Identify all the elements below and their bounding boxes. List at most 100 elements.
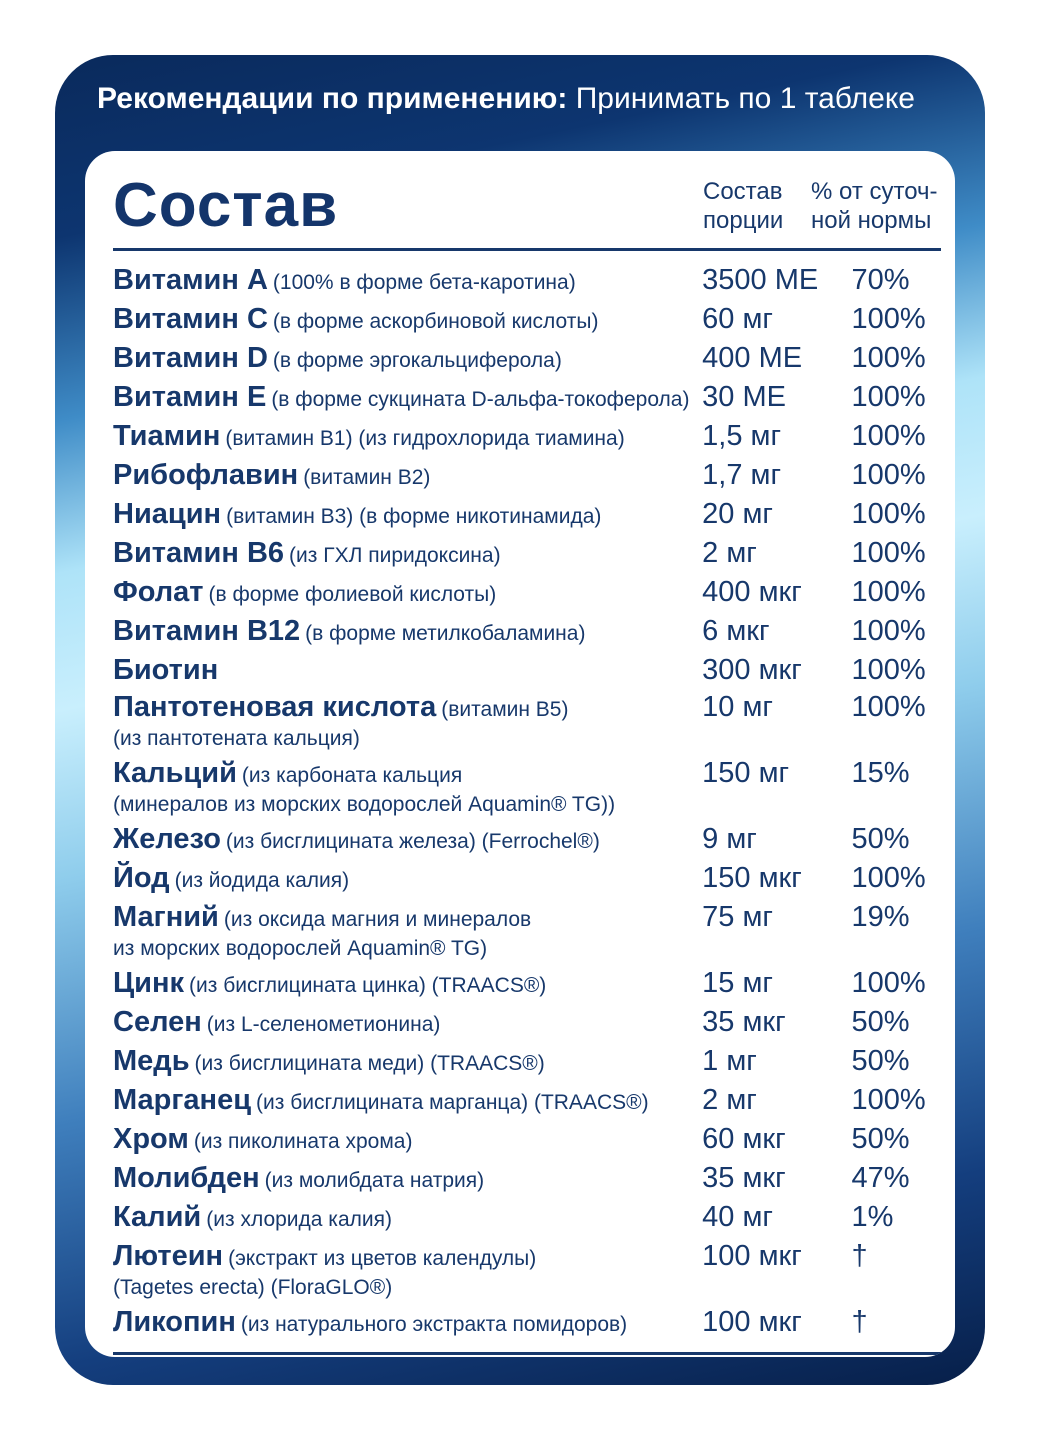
table-row: Витамин A (100% в форме бета-каротина) 35… xyxy=(113,265,941,298)
nutrient-note: (из ГХЛ пиридоксина) xyxy=(289,544,501,568)
nutrient-percent: 50% xyxy=(851,1045,910,1078)
nutrient-note: (в форме сукцината D-альфа-токоферола) xyxy=(271,388,690,412)
table-row: Витамин D (в форме эргокальциферола) 400 … xyxy=(113,343,941,376)
nutrient-amount: 75 мг xyxy=(702,901,774,934)
nutrient-name: Витамин B6 xyxy=(113,537,285,570)
nutrient-note: (в форме фолиевой кислоты) xyxy=(208,583,497,607)
nutrient-percent: 100% xyxy=(851,342,926,375)
table-row: Фолат (в форме фолиевой кислоты) 400 мкг … xyxy=(113,577,941,610)
nutrient-percent: 100% xyxy=(851,576,926,609)
nutrient-name-cell: Молибден (из молибдата натрия) xyxy=(113,1163,702,1196)
nutrient-percent: 50% xyxy=(851,823,910,856)
nutrient-name-cell: Кальций (из карбоната кальция (минералов … xyxy=(113,758,702,818)
nutrient-percent: 1% xyxy=(851,1201,894,1234)
nutrient-amount: 15 мг xyxy=(702,967,774,1000)
nutrient-percent: 100% xyxy=(851,303,926,336)
nutrient-note: (из L-селенометионина) xyxy=(206,1013,441,1037)
nutrient-name-cell: Витамин D (в форме эргокальциферола) xyxy=(113,343,702,376)
nutrient-note: (из оксида магния и минералов xyxy=(223,908,532,932)
table-row: Медь (из бисглицината меди) (TRAACS®) 1 м… xyxy=(113,1046,941,1079)
nutrient-name-cell: Витамин E (в форме сукцината D-альфа-токо… xyxy=(113,382,702,415)
nutrient-name-cell: Железо (из бисглицината железа) (Ferroche… xyxy=(113,824,702,857)
nutrient-amount: 30 МЕ xyxy=(702,381,786,414)
nutrient-percent: 19% xyxy=(851,901,910,934)
table-row: Железо (из бисглицината железа) (Ferroche… xyxy=(113,824,941,857)
usage-recommendation-label: Рекомендации по применению: xyxy=(97,82,568,115)
nutrient-name-cell: Лютеин (экстракт из цветов календулы) (Ta… xyxy=(113,1241,702,1301)
table-row: Биотин 300 мкг 100% xyxy=(113,655,941,686)
nutrient-amount: 35 мкг xyxy=(702,1162,786,1195)
nutrient-name-cell: Цинк (из бисглицината цинка) (TRAACS®) xyxy=(113,968,702,1001)
nutrient-percent: 100% xyxy=(851,691,926,724)
composition-card: Состав Состав порции % от суточ- ной нор… xyxy=(85,151,955,1357)
nutrient-name-cell: Магний (из оксида магния и минералов из м… xyxy=(113,902,702,962)
column-header-amount-line2: порции xyxy=(703,207,784,235)
nutrient-name: Фолат xyxy=(113,576,204,609)
nutrient-percent: 100% xyxy=(851,459,926,492)
nutrient-note: (из молибдата натрия) xyxy=(264,1169,485,1193)
nutrient-amount: 2 мг xyxy=(702,537,757,570)
table-row: Витамин E (в форме сукцината D-альфа-токо… xyxy=(113,382,941,415)
nutrient-name: Хром xyxy=(113,1123,189,1156)
table-row: Рибофлавин (витамин B2) 1,7 мг 100% xyxy=(113,460,941,493)
nutrient-amount: 150 мкг xyxy=(702,862,802,895)
table-title: Состав xyxy=(113,171,339,240)
nutrient-name: Ликопин xyxy=(113,1306,236,1339)
nutrient-name-cell: Витамин C (в форме аскорбиновой кислоты) xyxy=(113,304,702,337)
nutrient-name: Пантотеновая кислота xyxy=(113,691,437,724)
nutrient-name-cell: Йод (из йодида калия) xyxy=(113,863,702,896)
nutrient-amount: 400 мкг xyxy=(702,576,802,609)
table-row: Ниацин (витамин B3) (в форме никотинамида… xyxy=(113,499,941,532)
nutrient-name: Рибофлавин xyxy=(113,459,299,492)
nutrient-percent: 15% xyxy=(851,757,910,790)
nutrient-percent: 100% xyxy=(851,381,926,414)
nutrient-name: Молибден xyxy=(113,1162,260,1195)
nutrient-name-cell: Биотин xyxy=(113,655,702,686)
nutrient-amount: 9 мг xyxy=(702,823,757,856)
nutrient-name: Цинк xyxy=(113,967,185,1000)
table-row: Тиамин (витамин B1) (из гидрохлорида тиам… xyxy=(113,421,941,454)
nutrient-name: Селен xyxy=(113,1006,202,1039)
table-row: Марганец (из бисглицината марганца) (TRAA… xyxy=(113,1085,941,1118)
nutrient-name: Витамин C xyxy=(113,303,268,336)
nutrient-note: (в форме эргокальциферола) xyxy=(272,349,562,373)
nutrient-amount: 100 мкг xyxy=(702,1306,802,1339)
label-background: Рекомендации по применению: Принимать по… xyxy=(55,55,985,1385)
nutrient-name: Марганец xyxy=(113,1084,252,1117)
nutrient-amount: 400 МЕ xyxy=(702,342,803,375)
table-header: Состав Состав порции % от суточ- ной нор… xyxy=(113,167,941,238)
usage-recommendation-text: Принимать по 1 таблеке xyxy=(567,82,915,115)
nutrient-name-cell: Ниацин (витамин B3) (в форме никотинамида… xyxy=(113,499,702,532)
nutrient-percent: 100% xyxy=(851,1084,926,1117)
table-row: Молибден (из молибдата натрия) 35 мкг 47% xyxy=(113,1163,941,1196)
nutrient-name-cell: Витамин B6 (из ГХЛ пиридоксина) xyxy=(113,538,702,571)
nutrient-name-cell: Медь (из бисглицината меди) (TRAACS®) xyxy=(113,1046,702,1079)
nutrient-amount: 300 мкг xyxy=(702,654,802,687)
nutrient-name-cell: Калий (из хлорида калия) xyxy=(113,1202,702,1235)
table-row: Магний (из оксида магния и минералов из м… xyxy=(113,902,941,962)
table-rows: Витамин A (100% в форме бета-каротина) 35… xyxy=(113,265,941,1340)
table-row: Витамин C (в форме аскорбиновой кислоты) … xyxy=(113,304,941,337)
nutrient-name: Витамин E xyxy=(113,381,267,414)
nutrient-name: Ниацин xyxy=(113,498,222,531)
nutrient-percent: 50% xyxy=(851,1006,910,1039)
nutrient-name-cell: Селен (из L-селенометионина) xyxy=(113,1007,702,1040)
nutrient-percent: 70% xyxy=(851,264,910,297)
nutrient-note: (экстракт из цветов календулы) xyxy=(228,1247,537,1271)
nutrient-amount: 60 мг xyxy=(702,303,774,336)
nutrient-percent: 100% xyxy=(851,862,926,895)
nutrient-percent: 100% xyxy=(851,967,926,1000)
nutrient-note-line2: из морских водорослей Aquamin® TG) xyxy=(113,937,488,961)
nutrient-name-cell: Пантотеновая кислота (витамин B5) (из пан… xyxy=(113,692,702,752)
nutrient-name: Магний xyxy=(113,901,219,934)
footnote-divider xyxy=(113,1352,941,1356)
table-row: Цинк (из бисглицината цинка) (TRAACS®) 15… xyxy=(113,968,941,1001)
nutrient-amount: 20 мг xyxy=(702,498,774,531)
nutrient-note: (из пиколината хрома) xyxy=(193,1130,413,1154)
nutrient-amount: 150 мг xyxy=(702,757,790,790)
nutrient-amount: 1,5 мг xyxy=(702,420,782,453)
nutrient-name: Медь xyxy=(113,1045,190,1078)
nutrient-note-line2: (из пантотената кальция) xyxy=(113,727,360,751)
nutrient-amount: 3500 МЕ xyxy=(702,264,819,297)
nutrient-name: Лютеин xyxy=(113,1240,224,1273)
